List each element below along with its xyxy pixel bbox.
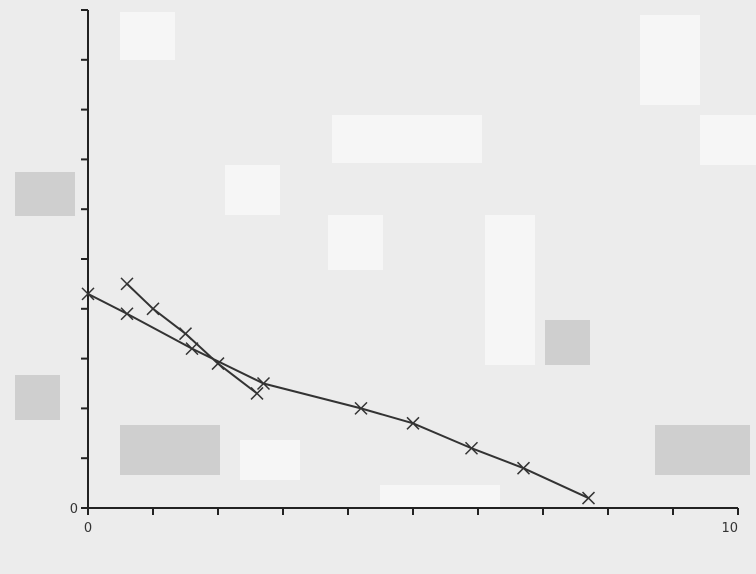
data-point-marker — [81, 287, 95, 301]
background-block — [332, 115, 482, 163]
x-tick-label: 0 — [84, 521, 92, 536]
background-block — [328, 215, 383, 270]
data-point-marker — [581, 491, 596, 505]
background-block — [225, 165, 280, 215]
data-point-marker — [256, 376, 271, 391]
series-line-1 — [87, 292, 589, 499]
data-point-marker — [250, 386, 264, 400]
data-point-marker — [178, 327, 193, 341]
data-point-marker — [146, 302, 160, 316]
background-block — [15, 172, 75, 216]
data-point-marker — [120, 277, 134, 291]
y-ticks: 0 — [70, 9, 88, 517]
data-point-marker — [516, 461, 531, 475]
background-block — [640, 15, 700, 105]
x-ticks: 0 10 — [84, 508, 739, 536]
data-point-marker — [464, 441, 479, 455]
background-block — [700, 115, 756, 165]
background-block — [655, 425, 750, 475]
x-tick-label: 10 — [721, 521, 738, 536]
background-block — [485, 215, 535, 365]
series-line-2 — [126, 283, 258, 395]
background-block — [120, 12, 175, 60]
background-block — [120, 425, 220, 475]
background-block — [240, 440, 300, 480]
series-layer — [81, 277, 596, 505]
background-block — [380, 485, 500, 509]
data-point-marker — [406, 416, 420, 430]
y-tick-label: 0 — [70, 502, 78, 517]
data-point-marker — [120, 307, 134, 321]
data-point-marker — [211, 357, 225, 371]
background-block — [15, 375, 60, 420]
background-block — [545, 320, 590, 365]
data-point-marker — [354, 401, 368, 415]
